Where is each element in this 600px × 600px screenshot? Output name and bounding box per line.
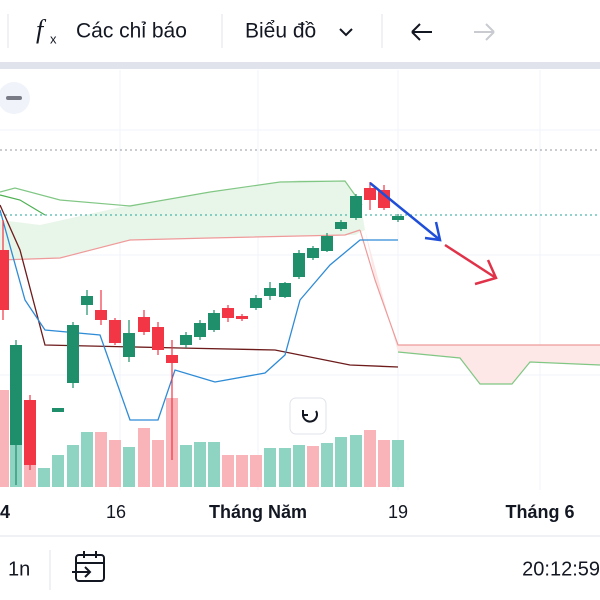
fx-icon: x — [50, 31, 57, 46]
volume-bar — [321, 443, 333, 487]
candle-body — [321, 236, 333, 251]
candle-body — [378, 190, 390, 208]
volume-bar — [38, 468, 50, 487]
volume-bar — [52, 455, 64, 487]
volume-bar — [335, 437, 347, 487]
lagging-line — [0, 194, 46, 216]
volume-bar — [0, 390, 9, 487]
candle-body — [208, 313, 220, 330]
volume-bar — [138, 428, 150, 487]
toolbar — [0, 0, 600, 62]
candle-body — [293, 253, 305, 277]
span-a-future — [397, 351, 600, 385]
volume-bar — [208, 442, 220, 487]
candle-body — [166, 355, 178, 363]
cloud-bull — [0, 180, 365, 260]
dropdown-icon — [339, 28, 353, 37]
candle-body — [24, 400, 36, 465]
volume-bar — [279, 448, 291, 487]
candle-body — [364, 188, 376, 200]
volume-bar — [392, 440, 404, 487]
candle-body — [10, 345, 22, 445]
volume-bar — [152, 440, 164, 487]
volume-bar — [194, 442, 206, 487]
red-arrow — [444, 243, 498, 286]
candle-body — [307, 248, 319, 258]
volume-bar — [293, 445, 305, 487]
span-a — [0, 180, 363, 207]
undo-button[interactable] — [411, 23, 433, 41]
volume-bar — [264, 448, 276, 487]
volume-bar — [109, 440, 121, 487]
volume-bar — [67, 445, 79, 487]
candle-body — [109, 320, 121, 343]
candle-body — [138, 317, 150, 332]
candle-body — [222, 308, 234, 318]
indicators-button[interactable]: f x Các chỉ báo — [36, 15, 187, 46]
fx-icon: f — [36, 15, 47, 44]
candle-body — [95, 310, 107, 320]
x-label: Tháng 6 — [505, 502, 574, 522]
x-label: 4 — [0, 502, 10, 522]
reset-icon — [302, 410, 318, 423]
volume-bars — [0, 390, 404, 487]
volume-bar — [307, 446, 319, 487]
candle-body — [0, 250, 9, 310]
candle-body — [81, 296, 93, 305]
grid — [0, 70, 600, 490]
candle-body — [180, 335, 192, 345]
chart-type-label: Biểu đồ — [245, 20, 316, 43]
volume-bar — [236, 455, 248, 487]
conversion-line — [0, 209, 398, 421]
candle-body — [52, 408, 64, 412]
collapse-icon — [6, 96, 22, 100]
volume-bar — [123, 447, 135, 487]
candle-body — [250, 298, 262, 308]
volume-bar — [180, 445, 192, 487]
candle-body — [279, 283, 291, 297]
candle-body — [264, 288, 276, 296]
volume-bar — [81, 432, 93, 487]
volume-bar — [250, 455, 262, 487]
volume-bar — [95, 432, 107, 487]
base-line — [0, 204, 399, 368]
blue-arrow — [369, 182, 442, 242]
span-b-future — [359, 229, 600, 346]
redo-button[interactable] — [474, 23, 495, 41]
divider — [0, 62, 600, 69]
volume-bar — [350, 435, 362, 487]
interval-button[interactable]: 1n — [8, 558, 30, 580]
cloud-bear — [365, 230, 600, 384]
chart-type-button[interactable]: Biểu đồ — [245, 20, 353, 43]
volume-bar — [364, 430, 376, 487]
x-label: 16 — [106, 502, 126, 522]
clock: 20:12:59 — [522, 558, 600, 580]
date-range-button[interactable] — [72, 551, 105, 582]
indicators-label: Các chỉ báo — [76, 20, 187, 43]
volume-bar — [222, 455, 234, 487]
volume-bar — [378, 440, 390, 487]
candle-body — [123, 333, 135, 357]
candle-body — [67, 325, 79, 383]
candles — [0, 182, 404, 485]
x-label: 19 — [388, 502, 408, 522]
candle-body — [350, 196, 362, 218]
candle-body — [152, 327, 164, 350]
candle-body — [236, 316, 248, 319]
span-b — [0, 229, 361, 261]
candle-body — [392, 216, 404, 220]
x-label: Tháng Năm — [209, 502, 307, 522]
candle-body — [335, 222, 347, 229]
candle-body — [194, 323, 206, 337]
